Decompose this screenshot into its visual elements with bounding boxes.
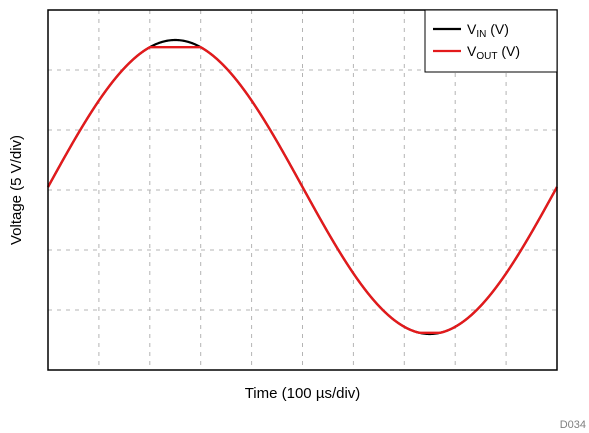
legend-box bbox=[424, 9, 558, 73]
plot-frame bbox=[47, 9, 558, 371]
y-axis-label: Voltage (5 V/div) bbox=[8, 135, 25, 245]
series-lines bbox=[46, 38, 559, 336]
legend: VIN (V) VOUT (V) bbox=[424, 9, 558, 73]
x-axis-label: Time (100 µs/div) bbox=[245, 385, 361, 402]
grid bbox=[48, 10, 557, 370]
figure-id: D034 bbox=[560, 419, 586, 431]
legend-entry-in: VIN (V) bbox=[467, 21, 509, 40]
legend-entry-out: VOUT (V) bbox=[467, 43, 520, 62]
series-line-out bbox=[46, 46, 559, 334]
